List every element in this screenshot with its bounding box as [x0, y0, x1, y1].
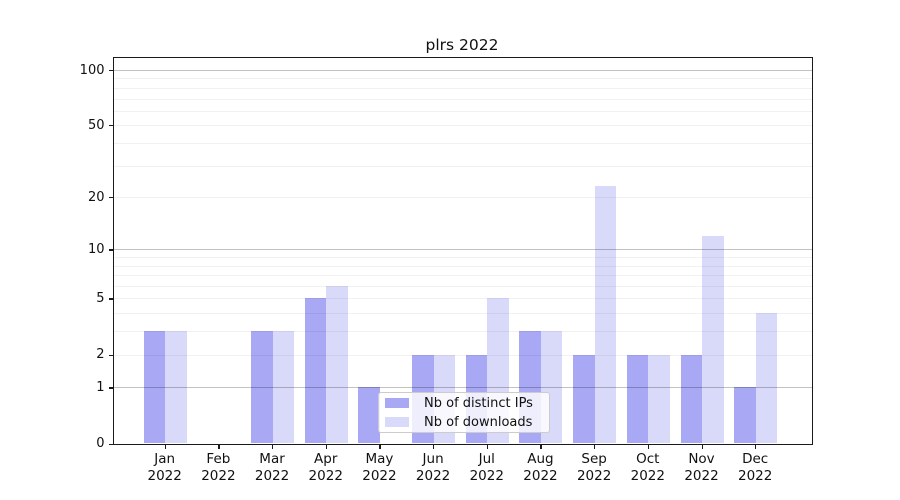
x-tick-feb [218, 444, 220, 449]
x-tick-label-jun: Jun 2022 [415, 451, 451, 484]
x-tick-label-jul: Jul 2022 [469, 451, 504, 484]
gridline-minor-40 [114, 142, 812, 144]
y-tick-label-100: 100 [79, 62, 105, 78]
bar-apr-s1 [326, 286, 348, 444]
gridline-minor-8 [114, 265, 812, 267]
x-tick-label-sep: Sep 2022 [576, 451, 612, 484]
x-tick-label-aug: Aug 2022 [523, 451, 558, 484]
gridline-minor-60 [114, 110, 812, 112]
bar-mar-s0 [251, 331, 273, 444]
bar-apr-s0 [304, 298, 327, 444]
gridline-minor-7 [114, 275, 812, 277]
legend-item-downloads: Nb of downloads [379, 414, 549, 430]
x-tick-label-apr: Apr 2022 [308, 451, 343, 484]
x-tick-label-feb: Feb 2022 [201, 451, 236, 484]
x-tick-may [379, 444, 381, 449]
gridline-minor-6 [114, 286, 812, 288]
y-tick-label-50: 50 [87, 117, 105, 133]
y-tick-5 [108, 298, 113, 300]
bar-dec-s0 [734, 387, 756, 444]
x-tick-sep [594, 444, 596, 449]
gridline-minor-90 [114, 78, 812, 80]
x-tick-apr [325, 444, 327, 449]
legend: Nb of distinct IPs Nb of downloads [378, 392, 550, 433]
gridline-minor-70 [114, 98, 812, 100]
bar-may-s0 [358, 387, 380, 444]
x-tick-mar [272, 444, 274, 449]
legend-label: Nb of downloads [424, 414, 533, 430]
bar-oct-s0 [626, 354, 649, 444]
gridline-minor-80 [114, 87, 812, 89]
y-tick-2 [108, 354, 113, 356]
gridline-major-10 [114, 249, 812, 251]
gridline-minor-50 [114, 125, 812, 127]
gridline-minor-3 [114, 331, 812, 333]
y-tick-label-5: 5 [96, 290, 105, 306]
y-tick-label-0: 0 [96, 436, 105, 451]
y-tick-10 [108, 249, 113, 251]
y-tick-50 [108, 125, 113, 127]
y-tick-20 [108, 197, 113, 199]
legend-swatch-downloads [385, 417, 409, 427]
gridline-minor-4 [114, 313, 812, 315]
gridline-minor-2 [114, 354, 812, 356]
bar-sep-s0 [573, 354, 595, 444]
bar-mar-s1 [272, 331, 295, 444]
y-tick-1 [108, 387, 113, 389]
y-tick-0 [108, 443, 113, 445]
x-tick-label-dec: Dec 2022 [737, 451, 773, 484]
bar-dec-s1 [755, 313, 778, 444]
x-tick-jun [433, 444, 435, 449]
gridline-major-100 [114, 70, 812, 71]
chart-title: plrs 2022 [425, 36, 499, 54]
bar-nov-s1 [702, 235, 724, 444]
legend-swatch-distinct-ips [385, 398, 409, 408]
x-tick-jul [486, 444, 488, 449]
gridline-major-1 [114, 387, 812, 389]
gridline-minor-9 [114, 257, 812, 259]
x-tick-label-mar: Mar 2022 [254, 451, 290, 484]
gridline-minor-30 [114, 165, 812, 167]
y-tick-100 [108, 70, 113, 72]
legend-label: Nb of distinct IPs [424, 395, 533, 411]
x-tick-label-jan: Jan 2022 [147, 451, 182, 484]
x-tick-label-oct: Oct 2022 [630, 451, 665, 484]
y-tick-label-20: 20 [87, 189, 105, 205]
bar-nov-s0 [680, 354, 702, 444]
x-tick-dec [755, 444, 757, 449]
y-tick-label-1: 1 [96, 379, 105, 395]
x-tick-nov [701, 444, 703, 449]
bar-oct-s1 [648, 354, 670, 444]
y-tick-label-10: 10 [87, 241, 105, 257]
bar-jan-s1 [165, 331, 187, 444]
bar-jan-s0 [143, 331, 166, 444]
x-tick-label-may: May 2022 [362, 451, 397, 484]
gridline-minor-20 [114, 197, 812, 199]
x-tick-oct [647, 444, 649, 449]
x-tick-aug [540, 444, 542, 449]
bar-sep-s1 [594, 186, 617, 444]
y-tick-label-2: 2 [96, 347, 105, 363]
legend-item-distinct-ips: Nb of distinct IPs [379, 395, 549, 411]
gridline-minor-5 [114, 298, 812, 300]
x-tick-jan [164, 444, 166, 449]
x-tick-label-nov: Nov 2022 [684, 451, 719, 484]
plot-area [113, 57, 813, 445]
